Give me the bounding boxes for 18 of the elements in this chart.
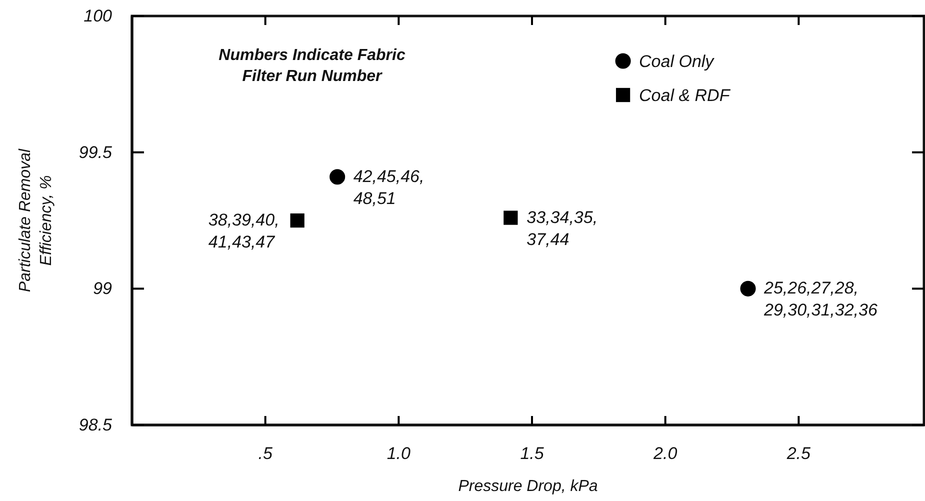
y-tick-label: 100 xyxy=(84,6,113,26)
x-tick-label: 1.5 xyxy=(520,444,544,464)
x-tick-label: 1.0 xyxy=(386,444,412,464)
y-tick-label: 98.5 xyxy=(78,415,113,434)
annotation: 42,45,46, 48,51 xyxy=(353,166,424,208)
x-tick-label: 2.5 xyxy=(786,444,812,464)
y-axis-title: Particulate Removal Efficiency, % xyxy=(17,148,55,292)
y-tick-label: 99 xyxy=(93,279,113,298)
annotation: 38,39,40, 41,43,47 xyxy=(208,210,280,252)
y-tick-label: 99.5 xyxy=(78,142,113,162)
annotation: Numbers Indicate Fabric Filter Run Number xyxy=(218,47,406,85)
annotation: 25,26,27,28, 29,30,31,32,36 xyxy=(763,278,878,320)
x-tick-label: .5 xyxy=(258,444,273,464)
x-tick-label: 2.0 xyxy=(652,444,678,464)
legend-label: Coal & RDF xyxy=(639,86,732,105)
annotation: 33,34,35, 37,44 xyxy=(526,208,598,249)
legend-label: Coal Only xyxy=(639,52,716,71)
x-axis-title: Pressure Drop, kPa xyxy=(458,478,598,495)
